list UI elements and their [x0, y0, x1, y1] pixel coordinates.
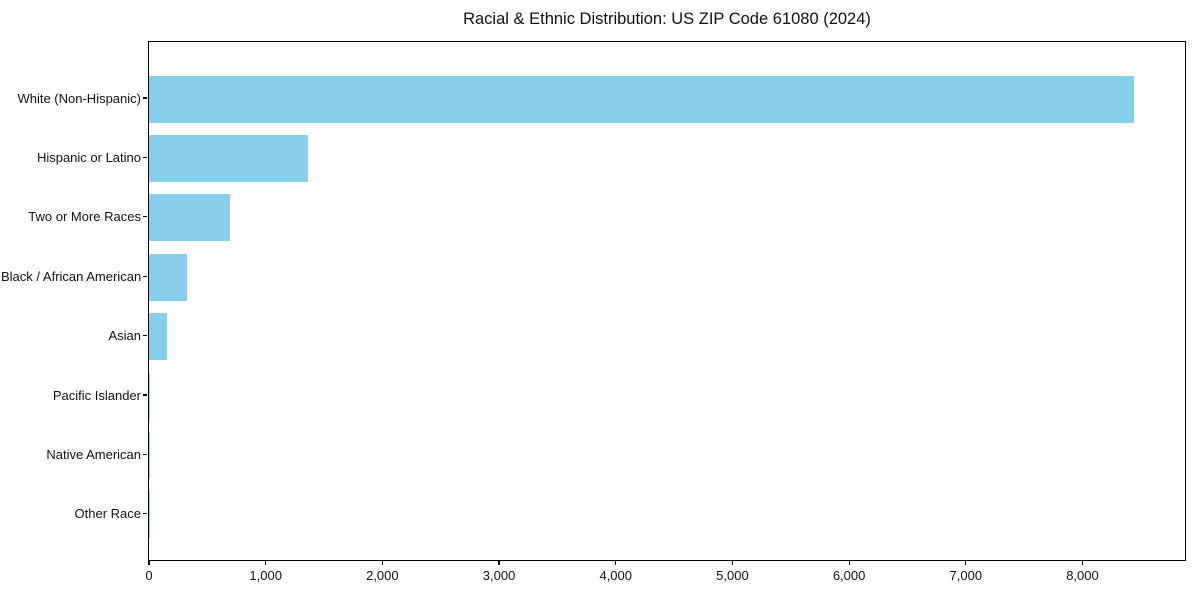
- x-tick-label: 8,000: [1066, 568, 1099, 583]
- plot-area: [148, 41, 1186, 561]
- y-tick-label: White (Non-Hispanic): [17, 90, 141, 106]
- x-tick-label: 2,000: [366, 568, 399, 583]
- x-tick-label: 6,000: [832, 568, 866, 583]
- x-tick-mark: [965, 561, 967, 565]
- y-tick-label: Pacific Islander: [52, 387, 141, 403]
- x-tick-mark: [848, 561, 850, 565]
- bar-native-american: [149, 431, 150, 479]
- y-tick-label: Asian: [108, 328, 141, 344]
- bar-white-non-hispanic: [149, 75, 1135, 123]
- bar-two-or-more-races: [149, 194, 231, 242]
- bar-asian: [149, 313, 168, 361]
- bar-black-african-american: [149, 253, 187, 301]
- x-tick-mark: [615, 561, 617, 565]
- x-tick-label: 3,000: [482, 568, 516, 583]
- bar-hispanic-or-latino: [149, 134, 308, 182]
- x-tick-label: 1,000: [249, 568, 282, 583]
- x-tick-label: 0: [145, 568, 153, 583]
- x-tick-mark: [265, 561, 267, 565]
- x-tick-mark: [731, 561, 733, 565]
- y-tick-label: Other Race: [74, 506, 141, 522]
- x-tick-mark: [498, 561, 500, 565]
- x-tick-mark: [1081, 561, 1084, 565]
- chart-title: Racial & Ethnic Distribution: US ZIP Cod…: [463, 10, 871, 28]
- y-tick-mark: [143, 453, 147, 455]
- y-tick-label: Native American: [46, 446, 141, 462]
- y-tick-mark: [143, 513, 147, 515]
- y-tick-label: Hispanic or Latino: [36, 149, 141, 165]
- y-tick-label: Black / African American: [1, 268, 142, 284]
- y-tick-mark: [143, 216, 147, 218]
- y-tick-mark: [143, 275, 147, 277]
- y-tick-mark: [143, 335, 147, 337]
- x-tick-label: 5,000: [716, 568, 749, 583]
- x-tick-mark: [148, 561, 150, 565]
- x-tick-label: 4,000: [599, 568, 633, 583]
- y-tick-label: Two or More Races: [28, 209, 141, 225]
- y-tick-mark: [143, 394, 147, 396]
- bar-pacific-islander: [149, 372, 151, 420]
- y-tick-mark: [143, 97, 147, 99]
- y-tick-mark: [143, 156, 147, 158]
- x-tick-label: 7,000: [949, 568, 983, 583]
- x-tick-mark: [381, 561, 383, 565]
